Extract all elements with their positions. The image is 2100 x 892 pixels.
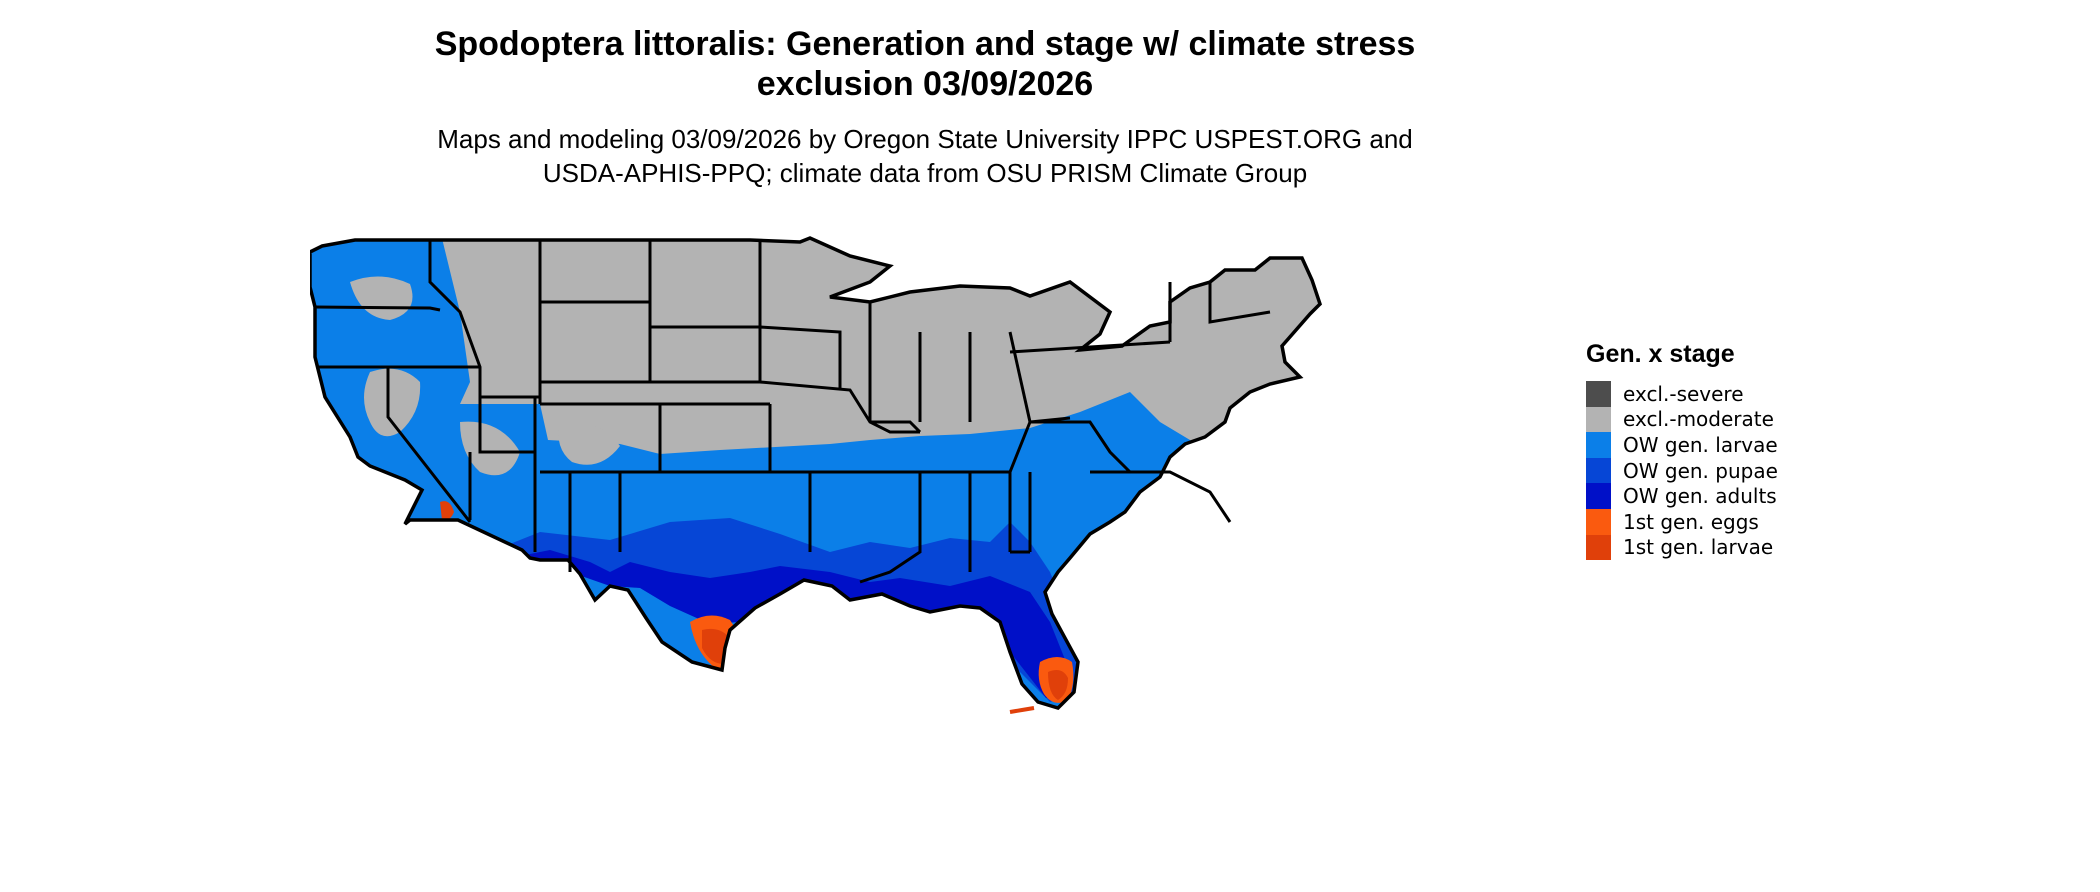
state-line: [478, 397, 537, 454]
legend-label: OW gen. larvae: [1623, 432, 1778, 457]
state-line: [1030, 420, 1132, 474]
legend-label: 1st gen. larvae: [1623, 535, 1774, 560]
legend-swatch: [1586, 534, 1611, 561]
state-line: [1208, 282, 1271, 324]
legend-label: OW gen. adults: [1623, 484, 1777, 509]
legend-item: excl.-moderate: [1586, 406, 1778, 433]
legend-item: OW gen. pupae: [1586, 457, 1778, 484]
zone-1st-gen-larvae: [440, 501, 454, 521]
zone-excl-moderate-patch: [460, 421, 520, 476]
state-line: [870, 420, 922, 434]
title-line-2: exclusion 03/09/2026: [756, 65, 1094, 103]
legend-item: OW gen. adults: [1586, 483, 1778, 509]
legend-swatch: [1586, 457, 1611, 484]
zone-ow-gen-adults: [510, 550, 1070, 698]
legend-item: 1st gen. eggs: [1586, 508, 1778, 535]
state-line: [810, 470, 922, 584]
legend-item: OW gen. larvae: [1586, 432, 1778, 458]
title-line-1: Spodoptera littoralis: Generation and st…: [434, 25, 1416, 63]
subtitle-line-2: USDA-APHIS-PPQ; climate data from OSU PR…: [542, 158, 1308, 188]
us-map: [310, 236, 1322, 714]
legend-label: 1st gen. eggs: [1623, 509, 1759, 534]
stage-zones: [310, 238, 1310, 708]
state-line: [1009, 340, 1171, 354]
state-line: [970, 416, 1071, 474]
state-line: [386, 367, 472, 523]
map-title: Spodoptera littoralis: Generation and st…: [0, 24, 1850, 104]
zone-excl-moderate-patch: [558, 421, 620, 465]
legend-swatch: [1586, 483, 1611, 509]
legend-label: excl.-severe: [1623, 381, 1744, 406]
state-line: [1008, 331, 1032, 423]
state-line: [314, 305, 441, 312]
legend-label: OW gen. pupae: [1623, 458, 1778, 483]
state-line: [759, 325, 842, 390]
subtitle-line-1: Maps and modeling 03/09/2026 by Oregon S…: [437, 124, 1413, 154]
legend-label: excl.-moderate: [1623, 407, 1774, 432]
legend-swatch: [1586, 381, 1611, 407]
legend-title: Gen. x stage: [1586, 340, 1735, 368]
legend-item: 1st gen. larvae: [1586, 534, 1778, 561]
map-subtitle: Maps and modeling 03/09/2026 by Oregon S…: [0, 122, 1850, 190]
florida-keys: [1009, 706, 1035, 714]
state-line: [1130, 470, 1232, 523]
legend-item: excl.-severe: [1586, 381, 1778, 407]
legend-items: excl.-severe excl.-moderate OW gen. larvae…: [1586, 381, 1778, 561]
state-boundaries: [314, 240, 1271, 584]
zone-1st-gen-larvae: [1048, 670, 1068, 700]
legend-swatch: [1586, 508, 1611, 535]
legend-swatch: [1586, 432, 1611, 458]
legend-swatch: [1586, 406, 1611, 433]
legend: Gen. x stage excl.-severe excl.-moderate O…: [1586, 340, 1778, 561]
zone-excl-moderate-patch: [364, 368, 421, 437]
